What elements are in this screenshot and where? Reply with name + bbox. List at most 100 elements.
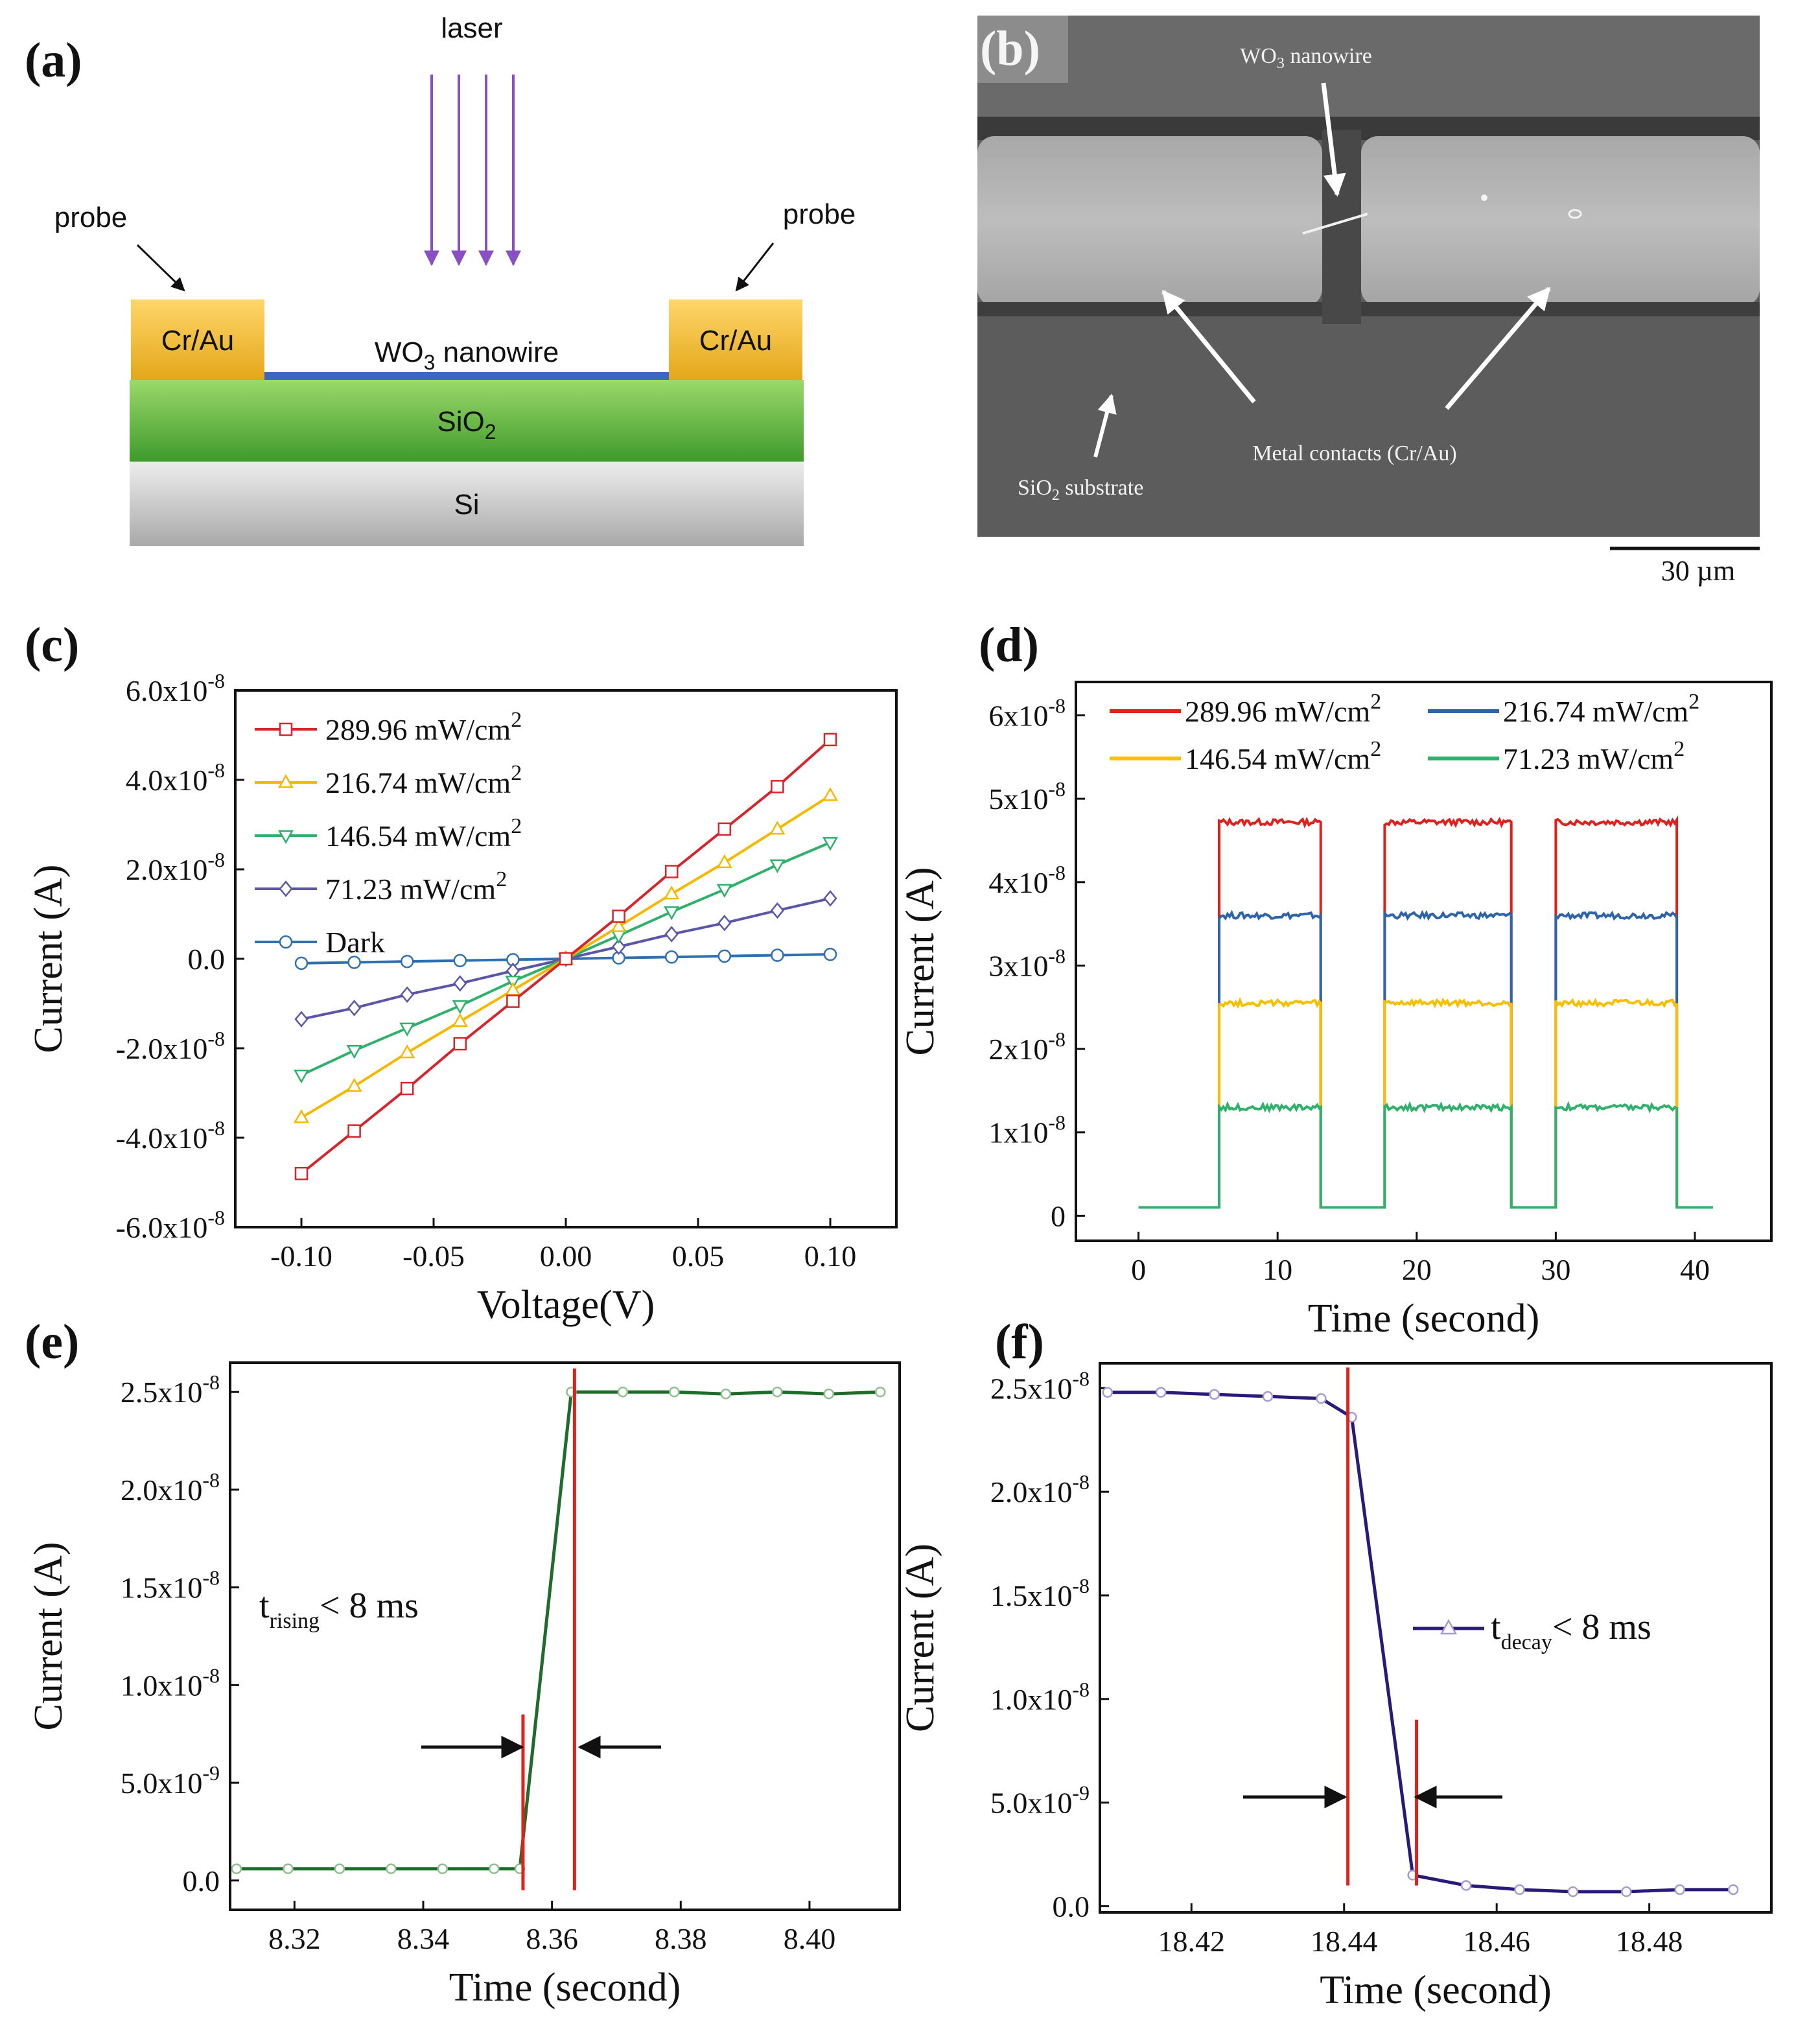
data-point: [720, 1388, 732, 1400]
data-point: [453, 975, 467, 992]
x-tick-label: 0: [1131, 1253, 1146, 1286]
panel-label-c: (c): [25, 618, 79, 672]
legend-marker: [1440, 1619, 1458, 1635]
legend-marker: [279, 722, 293, 736]
legend-label: Dark: [325, 926, 385, 959]
legend: 289.96 mW/cm2 216.74 mW/cm2 146.54 mW/cm2 7…: [1110, 690, 1699, 775]
legend-marker: [277, 774, 294, 788]
oxide-layer: [130, 380, 804, 462]
data-point: [717, 822, 732, 836]
data-point: [347, 1000, 362, 1016]
data-point: [611, 918, 627, 932]
data-point: [823, 890, 837, 907]
data-point: [231, 1863, 242, 1874]
data-point: [334, 1863, 345, 1874]
x-axis-title: Time (second): [1308, 1297, 1540, 1341]
sem-substrate-label: SiO2 substrate: [1018, 476, 1143, 504]
data-point: [717, 915, 732, 932]
data-point: [771, 780, 784, 793]
data-point: [770, 902, 785, 919]
contact-right-label: Cr/Au: [699, 325, 772, 357]
x-tick-label: 18.46: [1463, 1925, 1530, 1958]
data-point: [664, 865, 679, 878]
data-point: [612, 910, 625, 923]
y-tick-label: 1x10-8: [988, 1111, 1066, 1149]
panel-label-d: (d): [979, 618, 1039, 672]
contact-left-pad: [131, 300, 264, 380]
data-point: [400, 1081, 414, 1096]
data-point: [1727, 1884, 1739, 1896]
chart-e-rise-time: (e) 8.32 8.34 8.36 8.38 8.40 0.0 5.0x10-9 1.0x10…: [25, 1315, 901, 2010]
x-tick-label: 8.40: [784, 1922, 836, 1955]
data-point: [771, 948, 784, 962]
series-line-2: [1138, 996, 1713, 1209]
data-point: [823, 733, 837, 747]
x-tick-label: 20: [1402, 1253, 1432, 1286]
data-point: [347, 1124, 361, 1138]
silicon-label: Si: [454, 489, 479, 521]
data-point: [1316, 1393, 1327, 1404]
contact-right-pad: [669, 300, 802, 380]
data-point: [399, 1022, 415, 1037]
data-point: [822, 787, 839, 801]
data-point: [293, 1069, 310, 1084]
y-axis-title: Current (A): [27, 865, 71, 1053]
data-point: [400, 986, 414, 1003]
x-axis-title: Voltage(V): [477, 1283, 655, 1327]
data-point: [1102, 1387, 1114, 1398]
y-tick-label: -2.0x10-8: [116, 1027, 225, 1065]
data-point: [664, 906, 680, 921]
y-tick-label: -4.0x10-8: [116, 1116, 225, 1155]
data-point: [294, 956, 309, 970]
data-point: [400, 954, 414, 969]
legend-marker: [277, 830, 294, 844]
plot-frame: [1099, 1362, 1773, 1914]
sem-nanowire: [1302, 213, 1368, 235]
x-tick-label: 10: [1263, 1253, 1292, 1286]
panel-a-schematic: (a) laser probe probe Si SiO2 WO3 nanowi…: [25, 12, 856, 546]
data-point: [1460, 1880, 1472, 1891]
series-line-3: [1138, 1101, 1713, 1209]
panel-label-f: (f): [995, 1315, 1044, 1369]
series-line-0: [1138, 815, 1713, 1209]
y-tick-label: 5.0x10-9: [990, 1781, 1090, 1820]
y-tick-label: 0: [1051, 1199, 1066, 1232]
sem-contact-right-arrow-icon: [1445, 287, 1551, 410]
legend-label: 289.96 mW/cm2: [325, 708, 522, 746]
probe-left-arrow-icon: [136, 244, 185, 292]
data-point: [1514, 1884, 1525, 1896]
y-tick-label: 3x10-8: [988, 944, 1066, 982]
data-point: [1262, 1391, 1274, 1402]
y-tick-label: 4.0x10-8: [126, 758, 225, 797]
data-point: [453, 1037, 467, 1051]
data-point: [294, 1011, 309, 1028]
legend-label: 146.54 mW/cm2: [1185, 737, 1381, 775]
data-point: [386, 1863, 397, 1874]
y-tick-label: 4x10-8: [988, 861, 1066, 899]
data-point: [1209, 1389, 1220, 1400]
data-point: [283, 1863, 294, 1874]
x-tick-label: 8.32: [268, 1922, 321, 1955]
data-point: [346, 1045, 362, 1059]
series-line: [236, 1390, 881, 1871]
legend: 289.96 mW/cm2 216.74 mW/cm2 146.54 mW/cm2 7…: [255, 708, 522, 959]
sem-right-contact-pad: [1361, 136, 1760, 306]
x-tick-label: 8.38: [655, 1922, 707, 1955]
data-point: [506, 994, 520, 1008]
legend-label: 146.54 mW/cm2: [325, 814, 522, 852]
y-tick-label: 2.0x10-8: [126, 848, 225, 886]
y-tick-label: 2x10-8: [988, 1028, 1066, 1066]
y-tick-label: 6.0x10-8: [126, 669, 225, 707]
sem-nanowire-arrow-icon: [1321, 82, 1346, 197]
sem-left-contact-pad: [977, 136, 1322, 306]
laser-beam-icon: [424, 75, 521, 266]
y-tick-label: 1.0x10-8: [990, 1678, 1090, 1716]
x-tick-label: 0.00: [540, 1239, 592, 1273]
data-point: [452, 1013, 468, 1028]
data-point: [437, 1863, 449, 1874]
x-tick-label: 30: [1541, 1253, 1570, 1286]
y-axis-title: Current (A): [27, 1542, 71, 1731]
y-tick-label: 1.0x10-8: [121, 1663, 220, 1702]
sem-contacts-label: Metal contacts (Cr/Au): [1252, 441, 1456, 465]
data-point: [772, 1386, 783, 1398]
